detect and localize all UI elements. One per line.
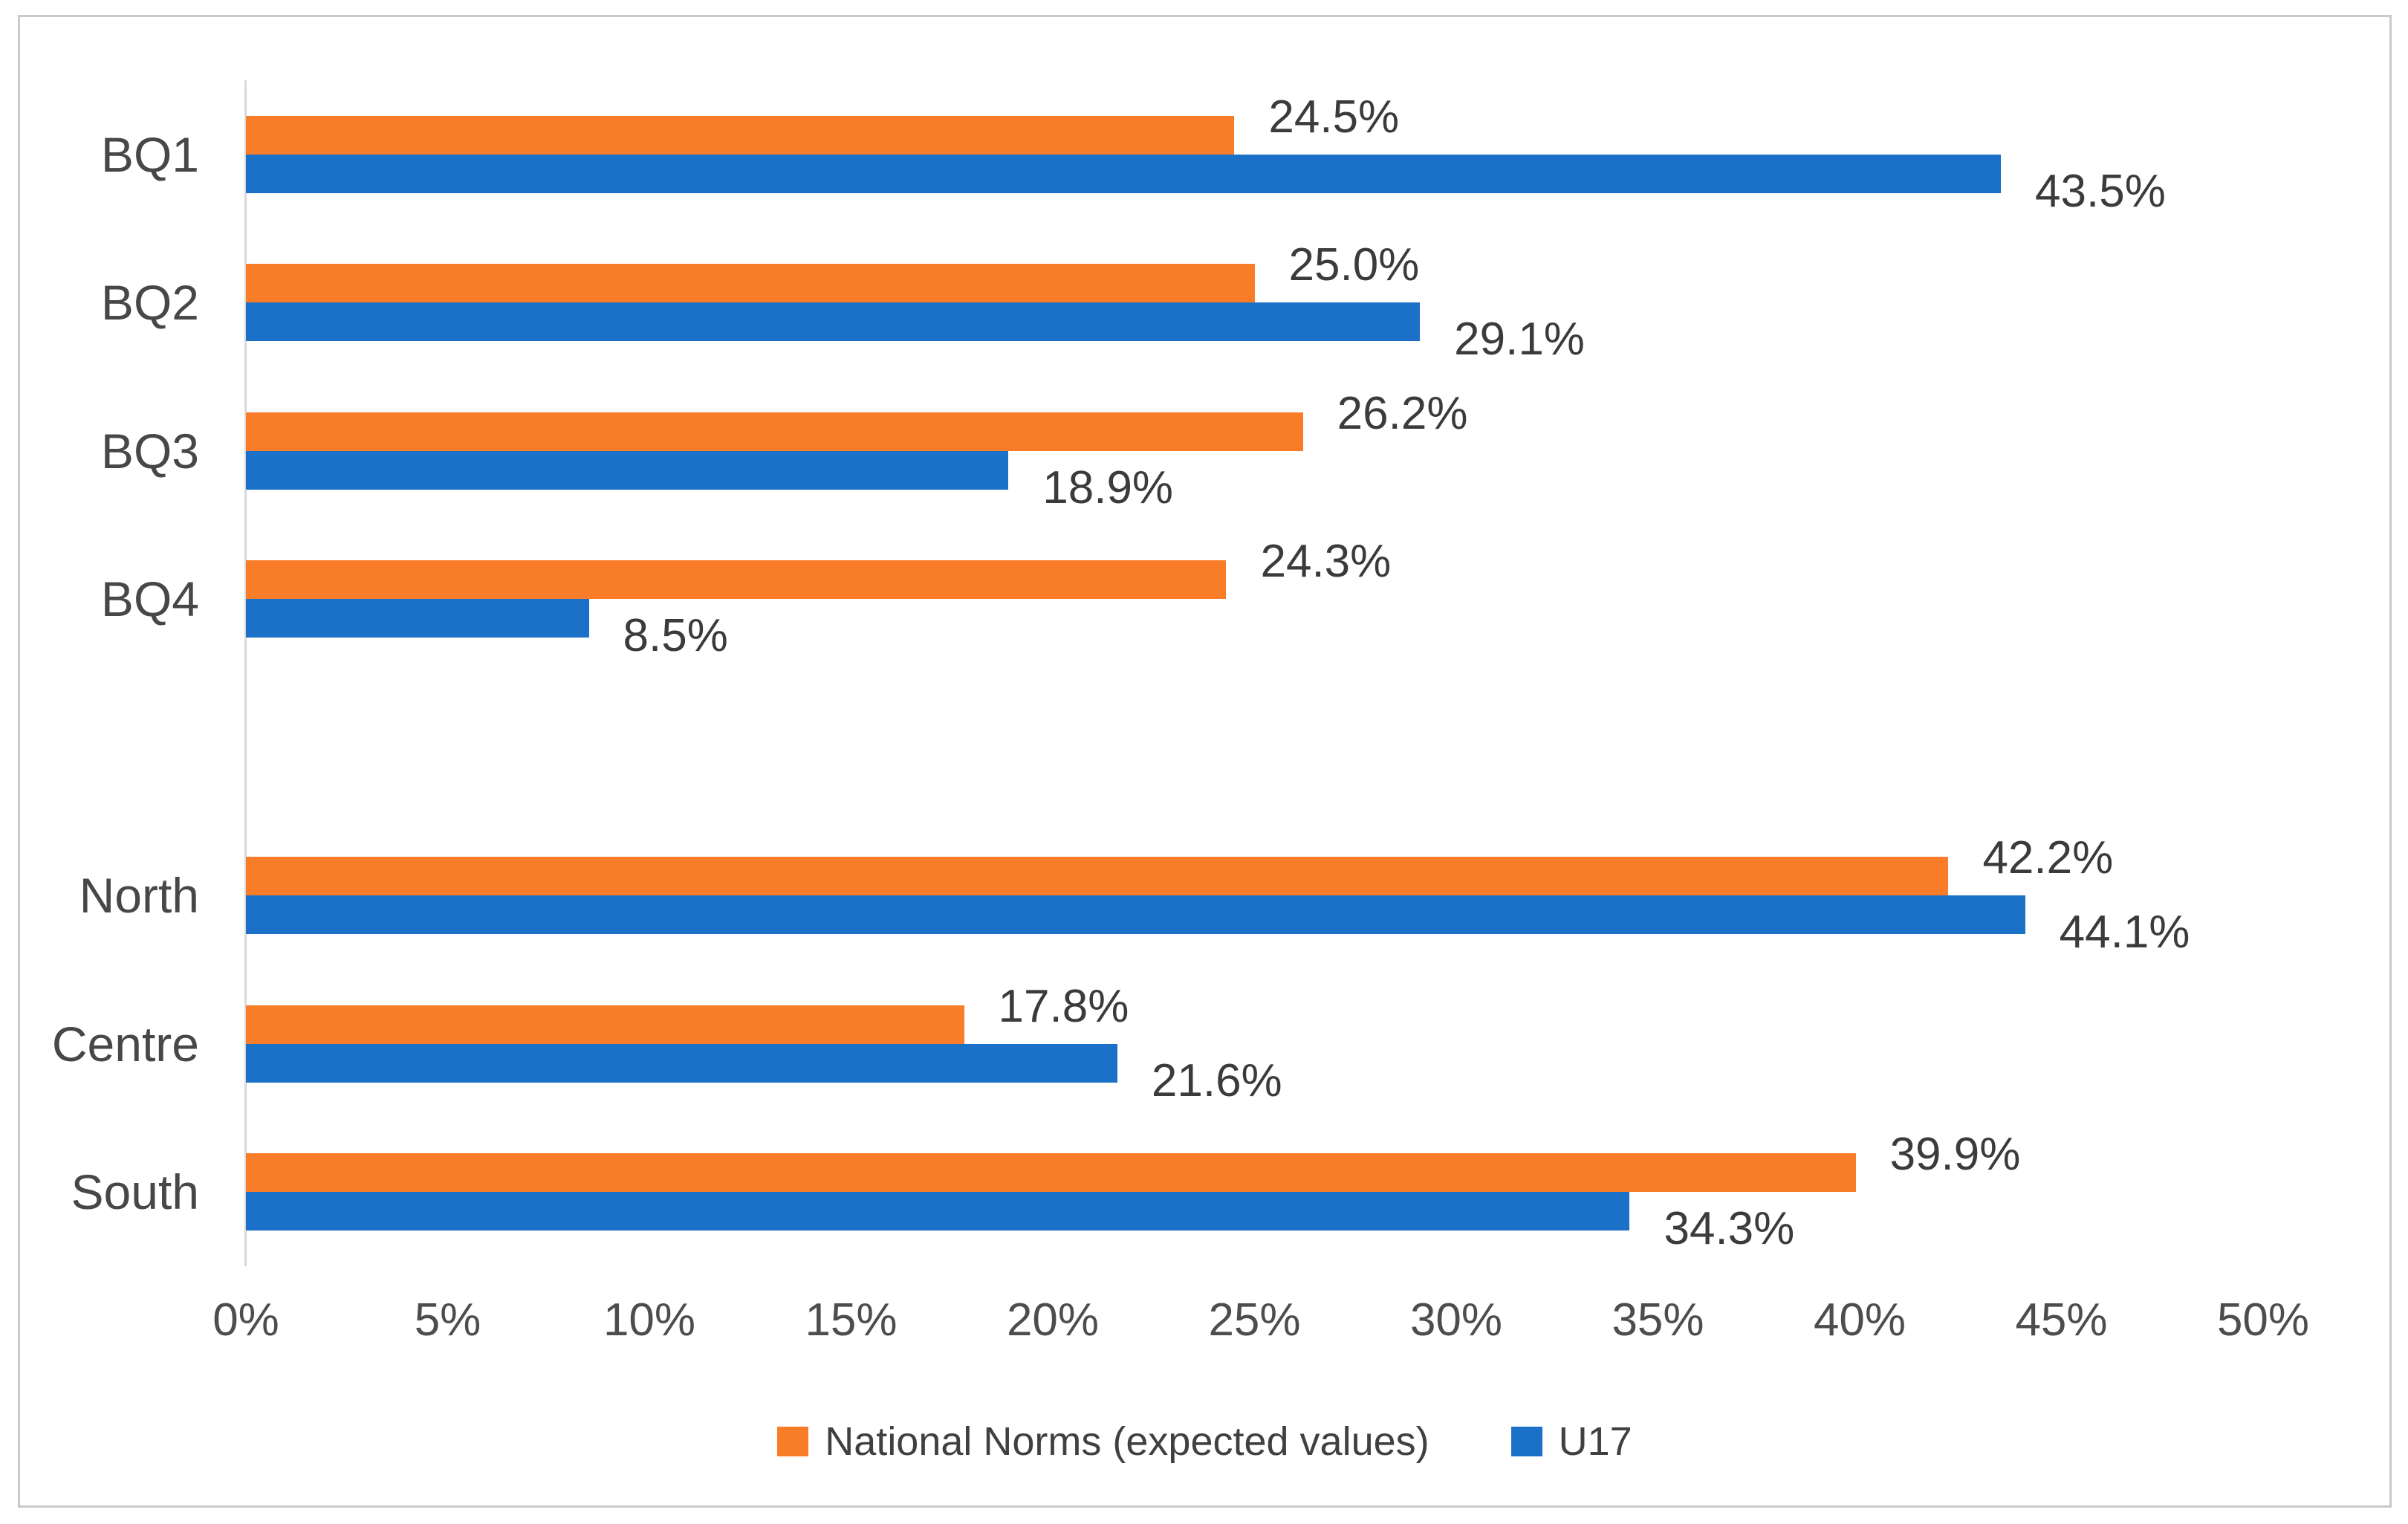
legend-swatch-national-norms-expected-values [777,1427,809,1456]
x-tick-50: 50% [2216,1294,2310,1346]
x-tick-35: 35% [1612,1294,1704,1346]
value-label-national-norms-expected-values-centre: 17.8% [998,980,1129,1032]
x-tick-40: 40% [1813,1294,1906,1346]
bar-national-norms-expected-values-bq2 [246,264,1255,303]
value-label-u17-centre: 21.6% [1151,1054,1282,1106]
value-label-u17-bq2: 29.1% [1454,314,1585,366]
value-label-u17-bq1: 43.5% [2035,165,2166,217]
x-tick-20: 20% [1006,1294,1100,1346]
x-tick-10: 10% [603,1294,696,1346]
category-label-south: South [71,1164,199,1220]
chart-frame: BQ1 24.5% 43.5% BQ2 25.0% 29.1% BQ3 26.2% 18.9% B… [18,15,2392,1508]
x-tick-45: 45% [2015,1294,2108,1346]
category-label-bq1: BQ1 [100,126,199,182]
bar-u17-bq1 [246,154,2002,193]
category-label-bq3: BQ3 [100,423,199,479]
category-label-bq2: BQ2 [100,275,199,331]
bar-national-norms-expected-values-south [246,1153,1856,1193]
chart-legend: National Norms (expected values) U17 [20,1421,2389,1462]
bar-national-norms-expected-values-bq4 [246,560,1227,600]
x-tick-25: 25% [1208,1294,1301,1346]
value-label-national-norms-expected-values-bq1: 24.5% [1268,91,1400,143]
y-axis-line [244,80,247,1266]
x-tick-30: 30% [1409,1294,1503,1346]
category-label-centre: Centre [51,1016,199,1071]
bar-national-norms-expected-values-bq3 [246,412,1303,451]
value-label-national-norms-expected-values-bq3: 26.2% [1337,387,1468,439]
legend-item-u17: U17 [1510,1419,1632,1464]
bar-u17-bq2 [246,302,1421,342]
value-label-national-norms-expected-values-bq2: 25.0% [1288,239,1420,291]
legend-item-national-norms-expected-values: National Norms (expected values) [777,1421,1429,1462]
value-label-national-norms-expected-values-bq4: 24.3% [1260,536,1392,588]
legend-label-national-norms-expected-values: National Norms (expected values) [825,1419,1429,1464]
bar-national-norms-expected-values-north [246,857,1949,896]
value-label-u17-bq3: 18.9% [1042,461,1174,513]
value-label-u17-north: 44.1% [2059,907,2190,959]
value-label-national-norms-expected-values-north: 42.2% [1982,832,2114,884]
value-label-u17-bq4: 8.5% [623,610,728,662]
bar-national-norms-expected-values-centre [246,1005,964,1044]
legend-swatch-u17 [1510,1427,1542,1456]
value-label-u17-south: 34.3% [1664,1203,1795,1255]
x-tick-5: 5% [414,1294,481,1346]
bar-national-norms-expected-values-bq1 [246,115,1235,155]
value-label-national-norms-expected-values-south: 39.9% [1889,1129,2021,1181]
x-tick-15: 15% [805,1294,898,1346]
bar-u17-centre [246,1043,1117,1083]
bar-u17-south [246,1192,1630,1231]
category-label-bq4: BQ4 [100,571,199,627]
bar-u17-bq4 [246,599,589,638]
category-label-north: North [79,868,199,924]
bar-u17-north [246,895,2025,935]
legend-label-u17: U17 [1558,1419,1632,1464]
x-tick-0: 0% [212,1294,279,1346]
bar-u17-bq3 [246,450,1009,490]
